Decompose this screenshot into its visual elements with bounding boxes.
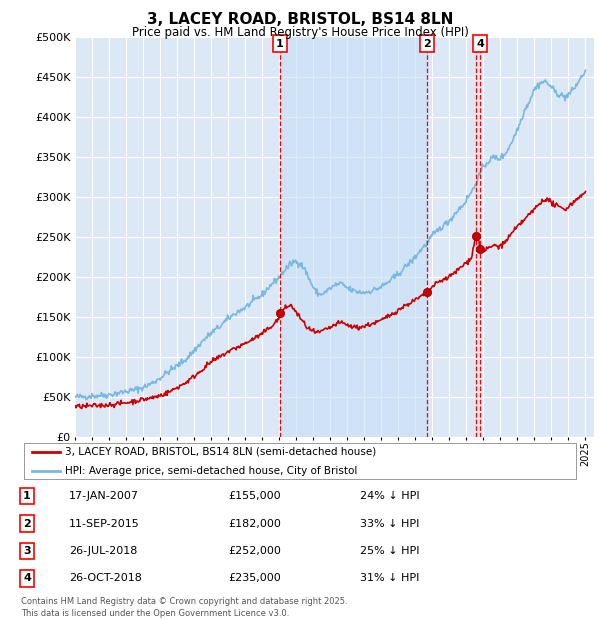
Text: 3, LACEY ROAD, BRISTOL, BS14 8LN: 3, LACEY ROAD, BRISTOL, BS14 8LN — [147, 12, 453, 27]
Text: 4: 4 — [476, 38, 484, 48]
Bar — [280, 37, 427, 437]
Text: 11-SEP-2015: 11-SEP-2015 — [69, 518, 140, 528]
Text: 31% ↓ HPI: 31% ↓ HPI — [360, 574, 419, 583]
Text: 24% ↓ HPI: 24% ↓ HPI — [360, 491, 419, 501]
Text: £252,000: £252,000 — [228, 546, 281, 556]
Text: 17-JAN-2007: 17-JAN-2007 — [69, 491, 139, 501]
Text: 2: 2 — [23, 518, 31, 528]
Text: Contains HM Land Registry data © Crown copyright and database right 2025.
This d: Contains HM Land Registry data © Crown c… — [21, 597, 347, 618]
Text: 1: 1 — [276, 38, 284, 48]
Text: 3, LACEY ROAD, BRISTOL, BS14 8LN (semi-detached house): 3, LACEY ROAD, BRISTOL, BS14 8LN (semi-d… — [65, 446, 377, 457]
Text: 26-JUL-2018: 26-JUL-2018 — [69, 546, 137, 556]
Text: 1: 1 — [23, 491, 31, 501]
Text: £235,000: £235,000 — [228, 574, 281, 583]
Text: HPI: Average price, semi-detached house, City of Bristol: HPI: Average price, semi-detached house,… — [65, 466, 358, 476]
Text: £155,000: £155,000 — [228, 491, 281, 501]
Text: 25% ↓ HPI: 25% ↓ HPI — [360, 546, 419, 556]
Text: 4: 4 — [23, 574, 31, 583]
Text: 26-OCT-2018: 26-OCT-2018 — [69, 574, 142, 583]
Text: 2: 2 — [424, 38, 431, 48]
Text: 3: 3 — [23, 546, 31, 556]
Text: 33% ↓ HPI: 33% ↓ HPI — [360, 518, 419, 528]
Text: £182,000: £182,000 — [228, 518, 281, 528]
Text: Price paid vs. HM Land Registry's House Price Index (HPI): Price paid vs. HM Land Registry's House … — [131, 26, 469, 39]
